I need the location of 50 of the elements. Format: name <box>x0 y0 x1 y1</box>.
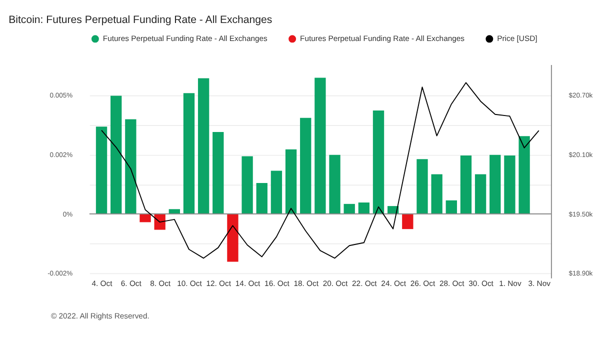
bar <box>372 110 384 214</box>
bar <box>140 214 151 222</box>
bar <box>460 156 472 214</box>
x-tick-label: 1. Nov <box>499 279 522 288</box>
bar <box>416 159 428 214</box>
x-tick-label: 3. Nov <box>528 279 551 288</box>
bar <box>446 200 457 214</box>
bar <box>168 209 180 214</box>
bar <box>490 154 501 214</box>
x-tick-label: 26. Oct <box>410 279 436 288</box>
bar <box>504 156 516 214</box>
bar <box>300 118 312 214</box>
bar <box>431 174 442 214</box>
text: © 2022. All Rights Reserved. <box>50 311 150 320</box>
legend-label: Price [USD] <box>497 34 538 43</box>
x-tick-label: 10. Oct <box>177 279 203 288</box>
bar <box>474 174 486 214</box>
x-tick-label: 6. Oct <box>120 279 142 288</box>
x-tick-label: 20. Oct <box>322 279 348 288</box>
bar <box>344 204 355 214</box>
bar <box>242 156 253 214</box>
x-tick-label: 12. Oct <box>206 279 232 288</box>
x-tick-label: 16. Oct <box>264 279 290 288</box>
x-tick-label: 8. Oct <box>150 279 172 288</box>
bar <box>183 93 195 214</box>
bar <box>110 96 122 214</box>
bar <box>212 132 224 214</box>
x-tick-label: 22. Oct <box>352 279 378 288</box>
bar <box>285 149 297 214</box>
bar <box>518 136 530 214</box>
x-tick-label: 24. Oct <box>381 279 407 288</box>
bar <box>329 154 340 214</box>
bar <box>125 119 136 214</box>
x-tick-label: 14. Oct <box>235 279 262 288</box>
legend-label: Futures Perpetual Funding Rate - All Exchanges <box>300 34 465 43</box>
x-tick-label: 30. Oct <box>468 279 494 288</box>
bar <box>96 126 108 214</box>
bar <box>314 78 326 214</box>
bar <box>198 78 210 214</box>
legend-label: Futures Perpetual Funding Rate - All Exchanges <box>102 34 268 43</box>
line-series <box>101 82 540 259</box>
x-tick-label: 18. Oct <box>294 279 320 288</box>
chart-title: Bitcoin: Futures Perpetual Funding Rate - All Exchanges <box>8 14 272 26</box>
bar <box>256 183 268 214</box>
bar <box>402 214 414 230</box>
x-tick-label: 4. Oct <box>92 279 114 288</box>
bar <box>358 202 370 214</box>
bar <box>270 170 282 214</box>
x-tick-label: 28. Oct <box>439 279 466 288</box>
bar <box>227 214 238 262</box>
